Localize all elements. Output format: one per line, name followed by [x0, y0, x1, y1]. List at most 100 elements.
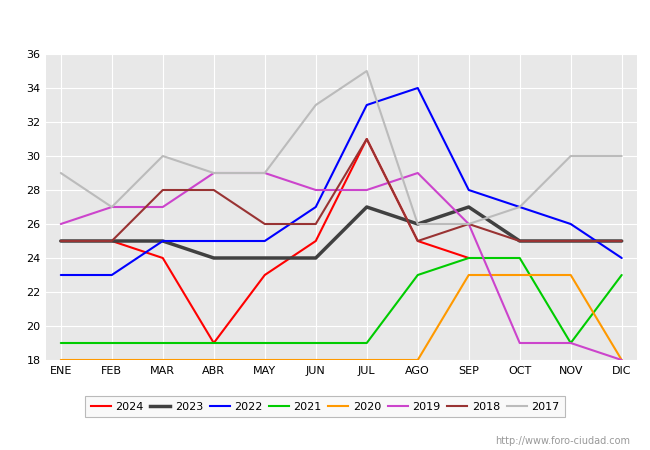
2021 [465, 255, 473, 261]
2022 [261, 238, 268, 244]
2019 [108, 204, 116, 210]
2024 [57, 238, 65, 244]
2018 [159, 187, 166, 193]
2017 [363, 68, 370, 74]
2018 [210, 187, 218, 193]
2021 [618, 272, 625, 278]
2018 [465, 221, 473, 227]
2021 [57, 340, 65, 346]
2017 [465, 221, 473, 227]
Line: 2023: 2023 [61, 207, 621, 258]
2023 [618, 238, 625, 244]
2019 [516, 340, 524, 346]
2022 [414, 86, 422, 91]
2022 [567, 221, 575, 227]
2019 [210, 170, 218, 176]
2018 [363, 136, 370, 142]
2020 [57, 357, 65, 363]
2023 [363, 204, 370, 210]
2020 [159, 357, 166, 363]
2021 [261, 340, 268, 346]
2022 [159, 238, 166, 244]
2019 [618, 357, 625, 363]
2018 [312, 221, 320, 227]
2020 [312, 357, 320, 363]
2020 [567, 272, 575, 278]
2023 [57, 238, 65, 244]
2018 [261, 221, 268, 227]
2022 [618, 255, 625, 261]
2023 [210, 255, 218, 261]
2024 [210, 340, 218, 346]
2020 [261, 357, 268, 363]
2019 [57, 221, 65, 227]
2020 [108, 357, 116, 363]
2022 [465, 187, 473, 193]
2021 [210, 340, 218, 346]
2023 [414, 221, 422, 227]
2023 [516, 238, 524, 244]
Line: 2020: 2020 [61, 275, 621, 360]
2017 [618, 153, 625, 159]
2017 [516, 204, 524, 210]
2022 [516, 204, 524, 210]
2024 [414, 238, 422, 244]
2020 [516, 272, 524, 278]
2020 [618, 357, 625, 363]
2019 [261, 170, 268, 176]
2021 [414, 272, 422, 278]
2019 [414, 170, 422, 176]
2023 [159, 238, 166, 244]
Line: 2021: 2021 [61, 258, 621, 343]
2020 [363, 357, 370, 363]
2023 [567, 238, 575, 244]
2021 [108, 340, 116, 346]
2023 [261, 255, 268, 261]
2018 [618, 238, 625, 244]
2019 [567, 340, 575, 346]
2021 [312, 340, 320, 346]
2024 [159, 255, 166, 261]
2017 [312, 102, 320, 108]
2022 [312, 204, 320, 210]
2018 [57, 238, 65, 244]
2018 [414, 238, 422, 244]
2020 [210, 357, 218, 363]
2018 [516, 238, 524, 244]
2018 [567, 238, 575, 244]
2021 [567, 340, 575, 346]
2021 [363, 340, 370, 346]
Line: 2018: 2018 [61, 139, 621, 241]
2017 [108, 204, 116, 210]
2024 [108, 238, 116, 244]
Text: http://www.foro-ciudad.com: http://www.foro-ciudad.com [495, 436, 630, 446]
2022 [57, 272, 65, 278]
2017 [210, 170, 218, 176]
Line: 2022: 2022 [61, 88, 621, 275]
2020 [465, 272, 473, 278]
2017 [261, 170, 268, 176]
2024 [363, 136, 370, 142]
2024 [261, 272, 268, 278]
Line: 2024: 2024 [61, 139, 469, 343]
2017 [57, 170, 65, 176]
2021 [516, 255, 524, 261]
2017 [159, 153, 166, 159]
2023 [108, 238, 116, 244]
2023 [312, 255, 320, 261]
2023 [465, 204, 473, 210]
2024 [465, 255, 473, 261]
2020 [414, 357, 422, 363]
2018 [108, 238, 116, 244]
2017 [414, 221, 422, 227]
2019 [312, 187, 320, 193]
Text: Afiliados en Bonilla de la Sierra a 30/9/2024: Afiliados en Bonilla de la Sierra a 30/9… [157, 15, 493, 30]
2022 [108, 272, 116, 278]
2024 [312, 238, 320, 244]
Legend: 2024, 2023, 2022, 2021, 2020, 2019, 2018, 2017: 2024, 2023, 2022, 2021, 2020, 2019, 2018… [85, 396, 565, 418]
Line: 2017: 2017 [61, 71, 621, 224]
2022 [363, 102, 370, 108]
2022 [210, 238, 218, 244]
2019 [159, 204, 166, 210]
2019 [363, 187, 370, 193]
